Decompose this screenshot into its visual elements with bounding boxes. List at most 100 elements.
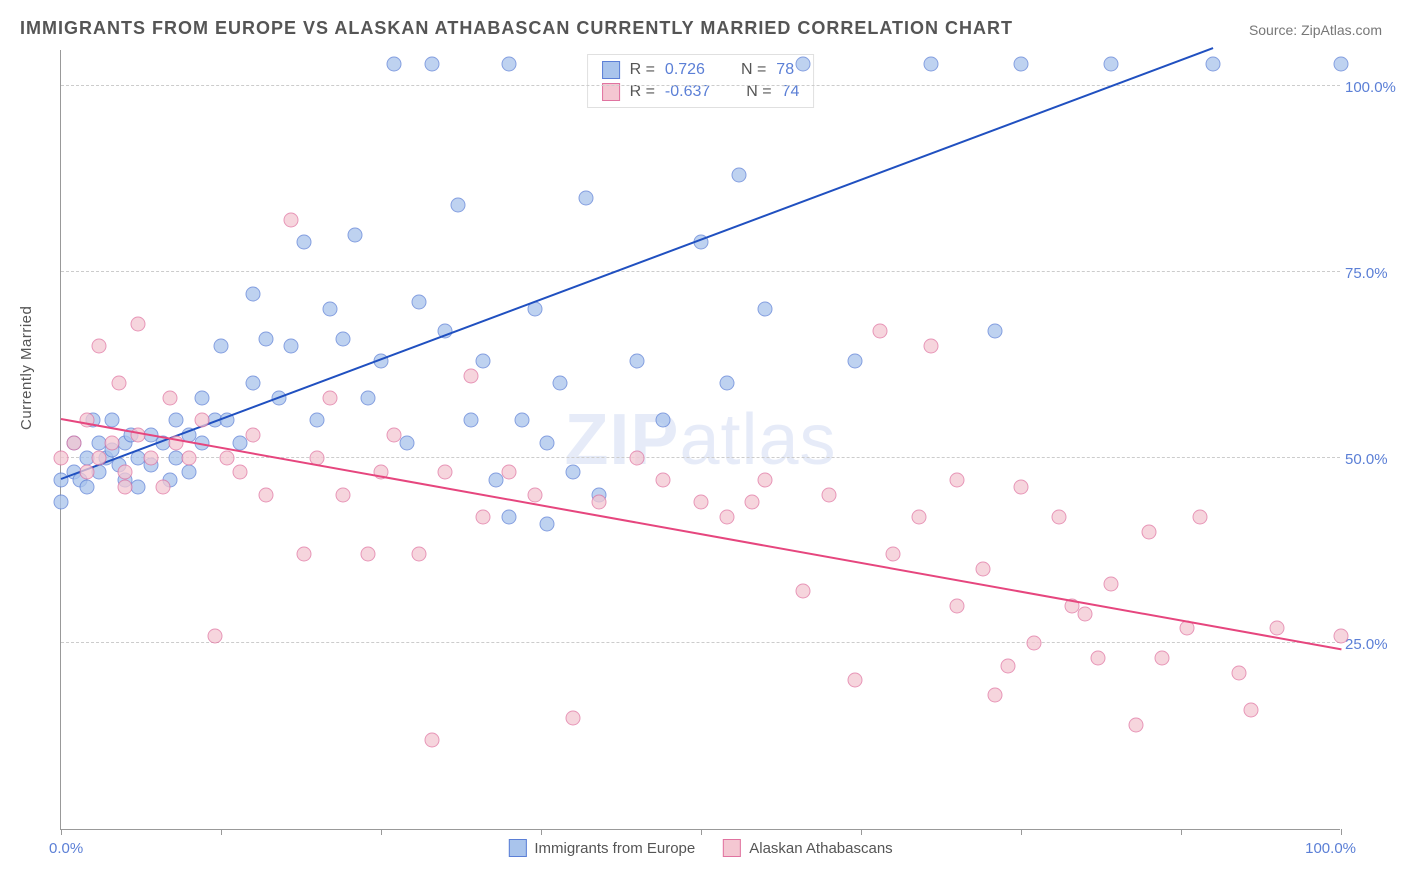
x-tick [61,829,62,835]
scatter-point [156,480,171,495]
scatter-point [246,376,261,391]
scatter-point [194,391,209,406]
scatter-point [566,710,581,725]
legend-swatch [723,839,741,857]
scatter-point [1014,480,1029,495]
scatter-point [463,413,478,428]
watermark: ZIPatlas [564,399,836,481]
scatter-point [425,732,440,747]
scatter-point [540,435,555,450]
scatter-point [886,547,901,562]
scatter-point [399,435,414,450]
scatter-point [527,487,542,502]
scatter-point [502,510,517,525]
scatter-point [796,56,811,71]
chart-title: IMMIGRANTS FROM EUROPE VS ALASKAN ATHABA… [20,18,1013,39]
scatter-point [476,510,491,525]
y-tick-label: 75.0% [1345,265,1400,282]
scatter-point [335,331,350,346]
scatter-point [361,547,376,562]
scatter-point [476,354,491,369]
scatter-point [54,450,69,465]
scatter-point [502,465,517,480]
x-tick [381,829,382,835]
legend-swatch [508,839,526,857]
n-label: N = [741,61,766,79]
x-tick [1341,829,1342,835]
scatter-point [1193,510,1208,525]
scatter-point [988,688,1003,703]
y-tick-label: 50.0% [1345,451,1400,468]
x-tick [541,829,542,835]
series-legend: Immigrants from Europe Alaskan Athabascan… [508,839,892,857]
x-tick [701,829,702,835]
scatter-point [1334,56,1349,71]
gridline [61,85,1340,86]
scatter-point [284,339,299,354]
scatter-point [425,56,440,71]
scatter-point [66,435,81,450]
scatter-point [438,465,453,480]
scatter-point [105,435,120,450]
scatter-point [1014,56,1029,71]
scatter-point [412,547,427,562]
legend-swatch [602,61,620,79]
scatter-point [162,391,177,406]
scatter-point [924,56,939,71]
scatter-point [732,168,747,183]
scatter-point [553,376,568,391]
scatter-point [297,235,312,250]
x-tick [1181,829,1182,835]
scatter-point [502,56,517,71]
scatter-point [694,495,709,510]
scatter-point [169,413,184,428]
scatter-point [258,487,273,502]
scatter-point [591,495,606,510]
scatter-point [207,628,222,643]
scatter-point [322,302,337,317]
scatter-point [655,472,670,487]
y-axis-label: Currently Married [18,306,35,430]
scatter-point [1090,651,1105,666]
scatter-point [758,472,773,487]
scatter-point [386,56,401,71]
scatter-point [924,339,939,354]
scatter-point [92,339,107,354]
scatter-point [1103,576,1118,591]
legend-label: Alaskan Athabascans [749,840,892,857]
n-value: 78 [776,61,794,79]
scatter-point [79,465,94,480]
scatter-point [975,562,990,577]
scatter-point [719,510,734,525]
scatter-point [130,316,145,331]
scatter-point [1078,606,1093,621]
scatter-point [630,354,645,369]
scatter-point [143,450,158,465]
r-value: 0.726 [665,61,705,79]
legend-item: Alaskan Athabascans [723,839,892,857]
scatter-point [284,212,299,227]
scatter-point [54,495,69,510]
scatter-point [1231,666,1246,681]
x-axis-min-label: 0.0% [49,840,83,857]
scatter-point [745,495,760,510]
scatter-point [182,450,197,465]
scatter-point [1103,56,1118,71]
r-label: R = [630,61,655,79]
x-tick [1021,829,1022,835]
scatter-point [1334,628,1349,643]
scatter-point [540,517,555,532]
scatter-point [220,450,235,465]
scatter-point [335,487,350,502]
scatter-point [847,673,862,688]
legend-label: Immigrants from Europe [534,840,695,857]
correlation-legend: R =0.726N =78R =-0.637N =74 [587,54,815,108]
scatter-point [386,428,401,443]
plot-area: ZIPatlas R =0.726N =78R =-0.637N =74 0.0… [60,50,1340,830]
gridline [61,457,1340,458]
scatter-point [822,487,837,502]
scatter-point [361,391,376,406]
scatter-point [297,547,312,562]
scatter-point [873,324,888,339]
scatter-point [655,413,670,428]
